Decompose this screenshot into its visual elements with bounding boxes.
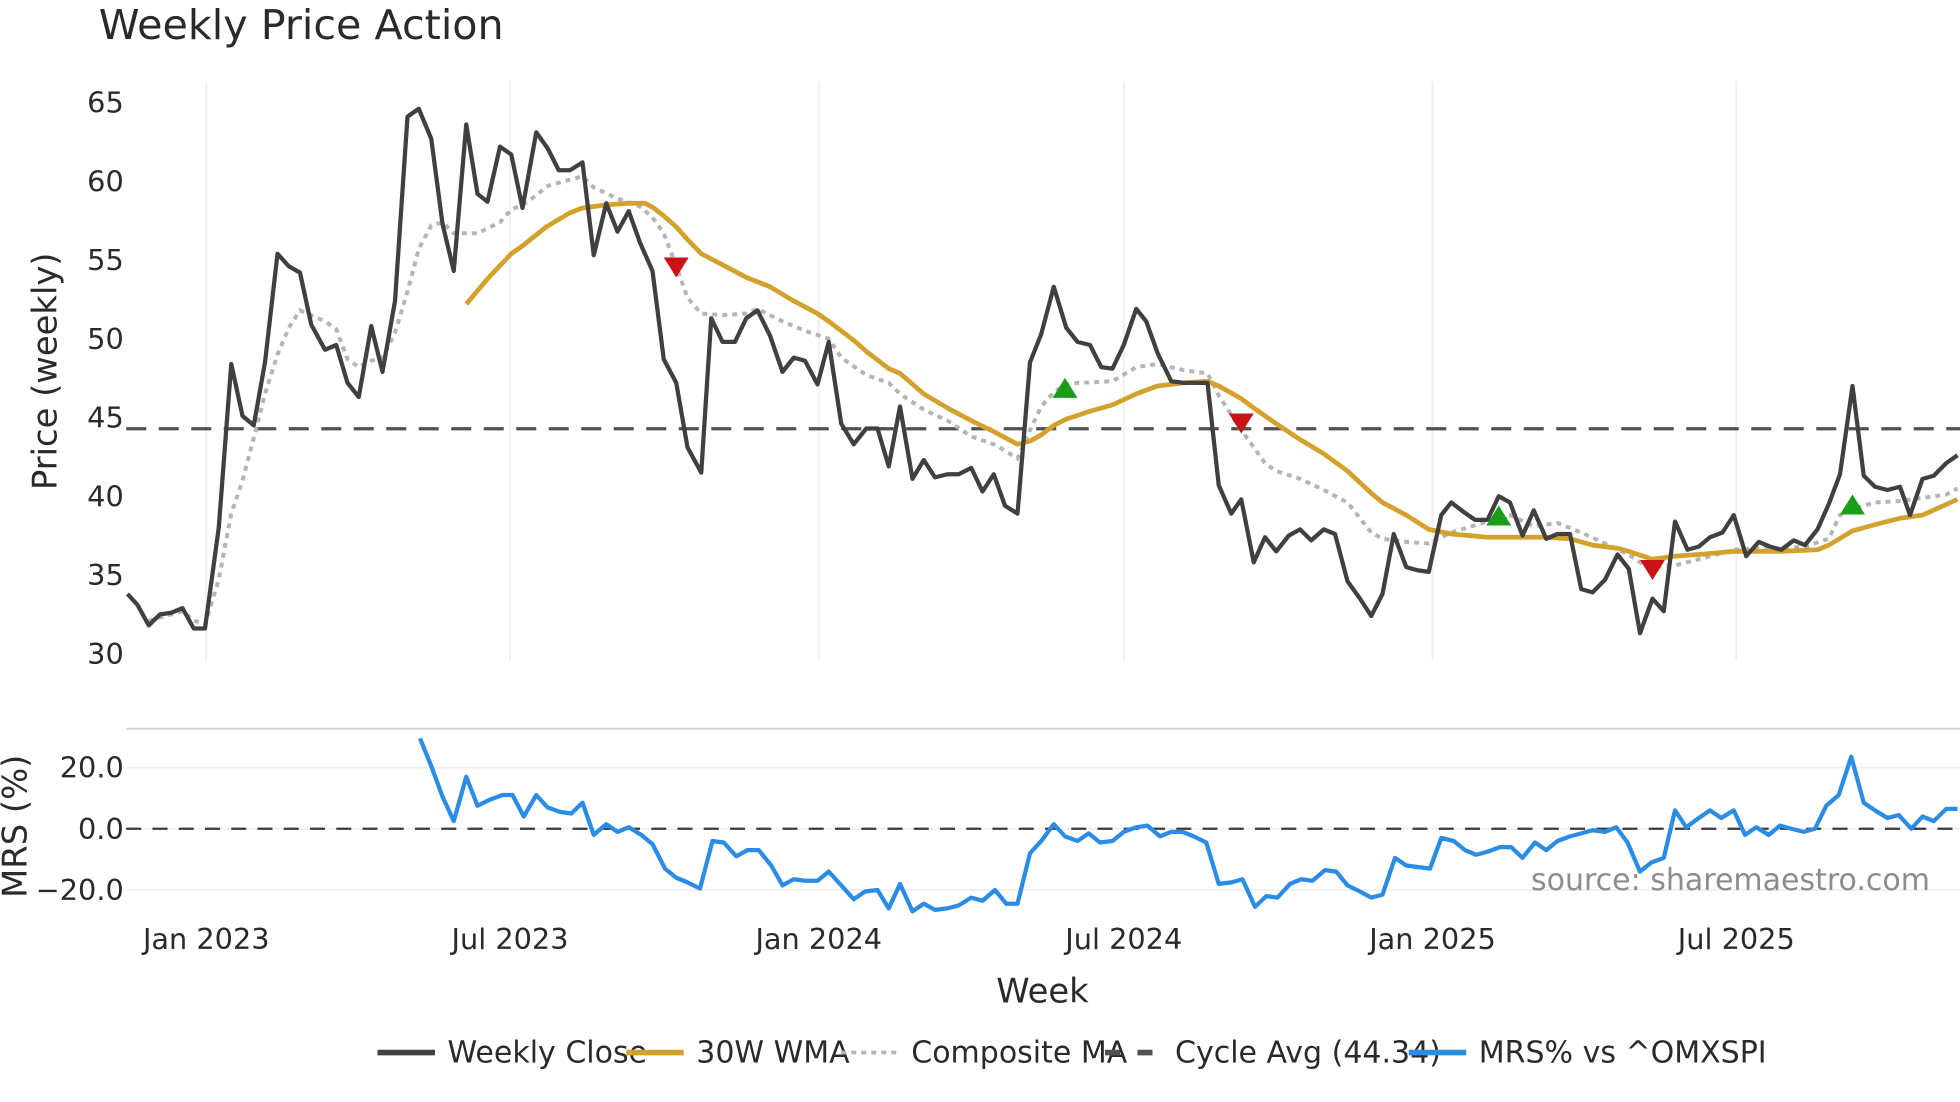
mrs-y-ticks: −20.0 0.0 20.0 (36, 751, 124, 908)
price-gridlines (205, 81, 1738, 661)
price-y-tick: 30 (87, 637, 124, 671)
price-y-ticks: 30 35 40 45 50 55 60 65 (87, 86, 124, 671)
price-y-tick: 40 (87, 479, 124, 513)
x-tick: Jul 2025 (1676, 922, 1795, 956)
sell-signal-marker (1640, 559, 1665, 580)
buy-signal-marker (1840, 494, 1865, 515)
mrs-y-axis-label: MRS (%) (0, 755, 34, 898)
legend-item: Weekly Close (377, 1036, 648, 1071)
price-y-tick: 35 (87, 558, 124, 592)
legend-label: 30W WMA (696, 1036, 850, 1071)
price-y-tick: 60 (87, 164, 124, 198)
legend-label: Composite MA (911, 1036, 1128, 1071)
sell-signal-marker (1228, 413, 1254, 434)
x-tick: Jan 2024 (753, 922, 882, 956)
x-tick: Jan 2023 (141, 922, 270, 956)
legend-item: 30W WMA (626, 1036, 850, 1071)
x-tick: Jan 2025 (1367, 922, 1496, 956)
x-tick: Jul 2023 (450, 922, 569, 956)
wma-30w-line (464, 200, 1959, 562)
legend: Weekly Close 30W WMA Composite MA Cycle Avg… (377, 1036, 1767, 1071)
source-label: source: sharemaestro.com (1531, 863, 1930, 898)
legend-item: Composite MA (841, 1036, 1128, 1071)
mrs-y-tick: 20.0 (60, 751, 124, 785)
price-y-axis-label: Price (weekly) (25, 253, 64, 490)
legend-item: MRS% vs ^OMXSPI (1408, 1036, 1767, 1071)
legend-label: MRS% vs ^OMXSPI (1479, 1036, 1767, 1071)
legend-label: Cycle Avg (44.34) (1175, 1036, 1441, 1071)
legend-label: Weekly Close (448, 1036, 648, 1071)
mrs-y-tick: 0.0 (78, 812, 124, 846)
mrs-y-tick: −20.0 (36, 873, 124, 907)
chart-title: Weekly Price Action (99, 1, 504, 49)
x-axis-ticks: Jan 2023 Jul 2023 Jan 2024 Jul 2024 Jan 2025… (141, 922, 1795, 956)
legend-item: Cycle Avg (44.34) (1105, 1036, 1441, 1071)
x-tick: Jul 2024 (1063, 922, 1182, 956)
signal-markers (663, 257, 1865, 580)
x-axis-label: Week (996, 972, 1089, 1011)
price-y-tick: 45 (87, 401, 124, 435)
price-y-tick: 50 (87, 322, 124, 356)
buy-signal-marker (1052, 377, 1078, 398)
price-y-tick: 55 (87, 243, 124, 277)
buy-signal-marker (1486, 505, 1512, 526)
sell-signal-marker (663, 257, 689, 278)
mrs-line (418, 737, 1958, 914)
price-y-tick: 65 (87, 86, 124, 120)
weekly-close-line (125, 106, 1959, 636)
